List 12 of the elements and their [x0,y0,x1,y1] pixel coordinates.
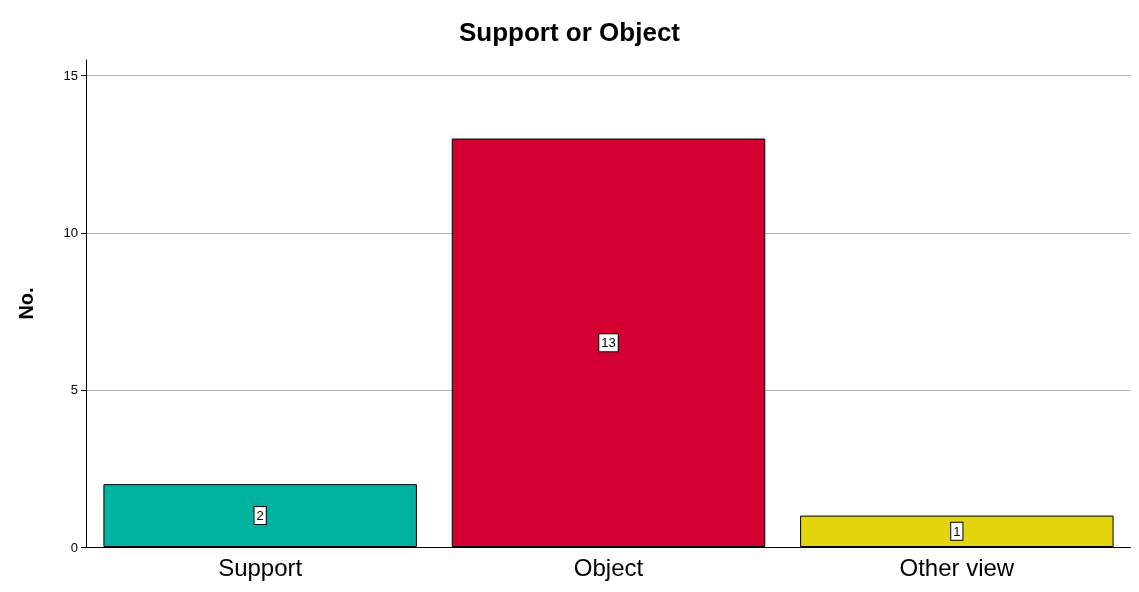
x-tick-label: Object [573,553,644,581]
data-label: 13 [601,335,616,351]
x-tick-label: Other view [899,553,1015,581]
data-label: 2 [256,508,264,524]
y-tick-label: 15 [63,68,78,84]
x-tick-label: Support [218,553,303,581]
y-tick-label: 5 [70,382,78,398]
chart-title: Support or Object [459,17,681,47]
y-tick-label: 10 [63,225,78,241]
y-tick-label: 0 [70,539,78,555]
y-axis-title: No. [15,287,37,320]
data-label: 1 [953,523,961,539]
